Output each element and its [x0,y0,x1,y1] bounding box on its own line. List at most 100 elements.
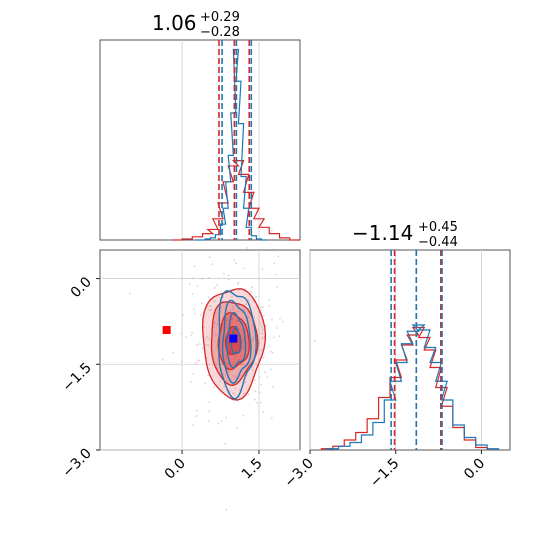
scatter-point [223,272,225,275]
scatter-point [238,359,241,361]
x-tick-label: 0.0 [162,456,189,483]
scatter-point [207,305,209,308]
panel-marginal-x-title-sub: −0.28 [200,25,240,40]
scatter-point [267,299,270,301]
marker-truth [229,334,238,343]
scatter-point [188,282,191,285]
panel-joint-grid [100,250,300,451]
scatter-point [260,349,263,351]
scatter-point [253,398,256,401]
scatter-point [277,255,280,258]
scatter-point [195,409,198,412]
scatter-point [251,339,254,342]
panel-marginal-y-grid [309,250,482,450]
scatter-point [201,347,204,349]
scatter-point [245,342,248,344]
scatter-point [213,332,216,334]
scatter-point [232,308,235,310]
scatter-point [270,318,273,321]
panel-marginal-y-frame [309,249,511,451]
scatter-point [208,410,210,413]
y-tick-label: 0.0 [68,274,95,301]
scatter-point [232,392,235,395]
panel-marginal-y-title-main: −1.14 [352,221,413,245]
scatter-point [214,287,216,289]
scatter-point [206,335,209,338]
scatter-point [270,350,273,353]
panel-marginal-y-title-sub: −0.44 [418,235,458,250]
scatter-point [245,303,247,306]
scatter-point [250,290,252,293]
scatter-point [258,391,261,394]
scatter-point [264,371,266,374]
scatter-point [217,332,219,335]
scatter-point [240,299,243,302]
scatter-point [205,337,207,340]
panel-marginal-x-title-sup: +0.29 [200,10,240,25]
scatter-point [261,337,264,340]
scatter-point [193,265,196,268]
x-tick-label: −1.5 [367,456,402,491]
panel-marginal-y-quantile-lines [390,250,443,450]
scatter-point [223,385,225,388]
scatter-point [219,380,222,382]
scatter-point [203,326,206,329]
scatter-point [196,359,199,362]
scatter-point [208,256,211,259]
scatter-point [184,336,187,339]
y-tick-label: −3.0 [59,446,94,481]
scatter-point [207,419,210,422]
scatter-point [256,402,259,404]
scatter-point [198,360,201,363]
scatter-point [261,325,263,328]
scatter-point [234,262,237,265]
scatter-point [276,285,279,288]
scatter-point [232,305,235,308]
hist-series-b [320,326,488,450]
scatter-point [231,296,233,299]
scatter-point [207,296,210,299]
scatter-point [238,328,240,331]
scatter-point [260,332,263,335]
scatter-point [278,317,281,320]
scatter-point [264,324,267,327]
scatter-point [201,277,203,280]
scatter-point [224,442,226,445]
scatter-point [253,316,256,319]
contour-series-a [218,290,257,400]
scatter-point [217,422,220,425]
scatter-point [227,369,229,372]
scatter-point [268,345,271,348]
y-tick-label: −1.5 [59,360,94,395]
scatter-point [208,401,210,403]
scatter-point [270,368,272,371]
panel-marginal-x-quantile-lines [218,40,253,240]
scatter-point [253,379,256,382]
panel-joint: 0.0 1.5 0.0 −1.5 −3.0 [59,229,316,511]
scatter-point [262,328,264,331]
scatter-point [241,312,244,314]
scatter-point [271,351,274,354]
scatter-point [215,323,218,326]
scatter-point [243,346,245,349]
scatter-point [243,267,246,270]
scatter-point [242,414,245,417]
scatter-point [260,383,263,386]
scatter-point [232,374,235,377]
x-tick-label: 0.0 [461,456,488,483]
scatter-point [208,309,211,312]
x-tick-label: 1.5 [239,456,266,483]
scatter-point [214,334,217,337]
scatter-point [207,344,210,347]
panel-marginal-y-title-sup: +0.45 [418,220,458,235]
scatter-point [225,319,228,321]
scatter-point [231,317,234,320]
scatter-point [161,358,164,361]
scatter-point [262,306,264,309]
scatter-point [278,335,281,337]
scatter-point [190,381,193,384]
scatter-point [255,295,257,298]
scatter-point [213,321,216,324]
scatter-point [259,306,262,309]
scatter-point [235,427,238,430]
